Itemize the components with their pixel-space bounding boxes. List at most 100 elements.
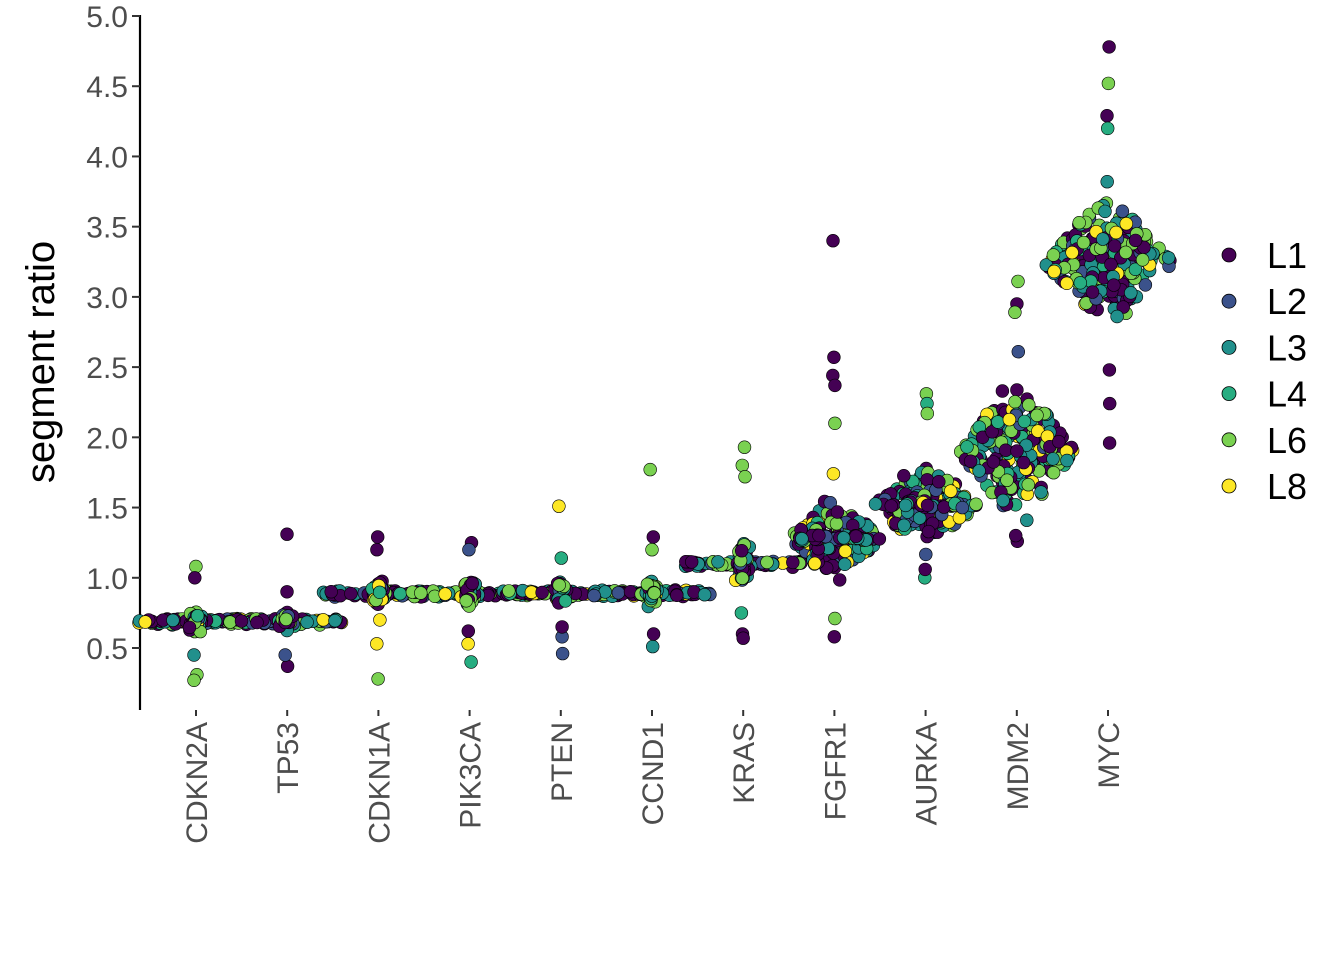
data-point-l1 [1010,444,1024,458]
data-point-l6 [737,440,752,454]
data-point-l4 [558,594,573,608]
x-tick-label: PIK3CA [455,722,488,829]
legend-key-l2 [1221,293,1237,309]
data-point-l1 [1128,233,1143,248]
y-tick-label: 2.5 [86,352,128,385]
data-point-l3 [1046,452,1060,466]
data-point-l1 [849,529,863,543]
data-point-l3 [1098,204,1112,219]
data-point-l8 [138,615,153,629]
data-point-l8 [808,556,822,571]
x-tick-label: FGFR1 [819,722,852,820]
data-point-l1 [832,573,847,587]
data-point-l3 [1110,309,1124,324]
data-point-l6 [828,416,842,430]
data-point-l4 [1128,262,1143,276]
data-point-l1 [986,455,1001,469]
data-point-l1 [250,615,264,630]
data-point-l4 [373,585,387,599]
data-point-l1 [998,443,1013,457]
data-point-l6 [1072,216,1086,230]
data-point-l4 [734,606,749,620]
data-point-l3 [1060,453,1074,468]
y-tick-label: 1.5 [86,493,128,526]
data-point-l8 [370,637,384,651]
data-point-l6 [189,559,203,574]
data-point-l1 [963,454,978,468]
data-point-l1 [897,469,911,483]
data-point-l3 [868,497,883,511]
data-point-l1 [995,384,1010,398]
data-point-l6 [1076,235,1091,250]
data-point-l6 [828,611,842,626]
data-point-l8 [1109,225,1123,240]
data-point-l1 [1008,528,1023,543]
data-point-l4 [1100,121,1115,136]
x-tick-label: MDM2 [1002,722,1035,810]
y-tick-label: 1.0 [86,563,128,596]
data-point-l6 [829,516,844,531]
data-point-l1 [830,505,845,519]
x-tick-label: CCND1 [637,722,670,825]
data-point-l1 [827,630,841,644]
data-point-l4 [393,586,407,601]
data-point-l1 [280,527,294,541]
data-point-l1 [1104,257,1118,271]
x-tick-label: TP53 [272,722,305,794]
data-point-l1 [234,614,249,628]
data-point-l6 [371,672,385,686]
data-point-l3 [166,613,180,627]
data-point-l1 [280,585,294,599]
data-point-l2 [611,586,626,600]
data-point-l2 [1138,278,1153,292]
data-point-l6 [1011,274,1025,289]
data-point-l1 [985,425,999,439]
data-point-l2 [555,646,570,661]
data-point-l4 [190,608,205,623]
legend-key-l8 [1221,478,1237,494]
data-point-l6 [1101,76,1116,91]
y-tick-label: 3.5 [86,212,128,245]
data-point-l1 [344,586,358,601]
data-point-l6 [643,462,657,477]
data-point-l3 [1020,513,1034,527]
data-point-l1 [1010,383,1024,397]
data-point-l1 [461,624,475,638]
data-point-l1 [734,543,749,558]
data-point-l1 [1102,40,1116,54]
data-point-l1 [1102,396,1117,411]
data-points [132,40,1177,687]
data-point-l3 [836,531,851,545]
data-point-l6 [1000,473,1014,487]
data-point-l3 [711,555,725,569]
data-point-l1 [1107,278,1121,292]
data-point-l8 [1002,412,1017,427]
data-point-l1 [371,530,385,544]
data-point-l6 [969,497,983,511]
y-axis: 0.5 1.0 1.5 2.0 2.5 3.0 3.5 4.0 4.5 5.0 [86,1,142,710]
x-tick-label: PTEN [546,722,579,802]
data-point-l2 [462,542,476,557]
data-point-l8 [552,499,566,513]
data-point-l3 [328,613,342,628]
x-axis: CDKN2A TP53 CDKN1A PIK3CA PTEN CCND1 KRAS FGFR1… [181,710,1126,844]
data-point-l1 [918,562,932,577]
data-point-l1 [884,499,898,513]
data-point-l6 [920,406,934,421]
data-point-l2 [1011,345,1025,359]
data-point-l2 [919,547,933,562]
data-point-l3 [1096,232,1110,246]
legend-key-l1 [1221,247,1237,263]
y-axis-title: segment ratio [19,241,63,483]
data-point-l8 [943,484,958,498]
data-point-l1 [555,620,569,634]
data-point-l3 [897,518,911,532]
data-point-l8 [838,544,852,558]
data-point-l1 [1052,435,1066,449]
legend: L1 L2 L3 L4 L6 L8 [1221,235,1307,507]
data-point-l4 [1073,276,1088,290]
data-point-l1 [812,528,826,543]
x-tick-label: MYC [1093,722,1126,789]
data-point-l1 [188,571,202,585]
